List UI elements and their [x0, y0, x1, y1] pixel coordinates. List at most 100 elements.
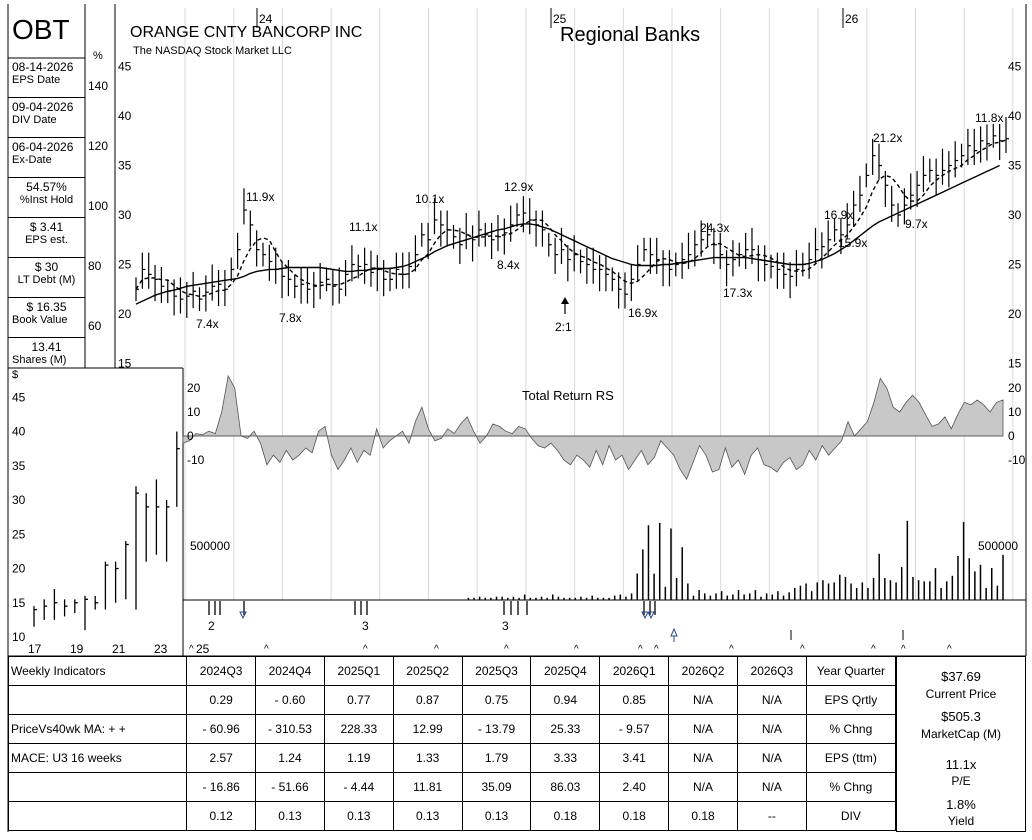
inset-axis-tick: 30	[12, 493, 26, 507]
table-cell: - 16.86	[186, 772, 257, 802]
pe-annotation: 11.9x	[246, 190, 274, 204]
table-cell: 1.33	[392, 743, 463, 773]
moving-average-long	[135, 164, 1000, 305]
marker-count: 2	[208, 619, 215, 633]
price-axis-tick-right: 20	[1008, 307, 1022, 321]
sidebar-label: DIV Date	[12, 114, 57, 126]
down-arrow-marker	[239, 611, 247, 620]
caret-marker: ^	[654, 644, 659, 655]
table-cell: - 310.53	[255, 714, 325, 744]
caret-marker: ^	[800, 644, 805, 655]
row-header: Year Quarter	[805, 656, 897, 686]
volume-label-left: 500000	[190, 539, 231, 553]
price-axis-tick-right: 15	[1008, 357, 1022, 371]
caret-marker: ^	[871, 644, 876, 655]
pe-annotation: 7.4x	[196, 317, 219, 331]
price-axis-tick-left: 40	[118, 109, 132, 123]
quarter-header: 2024Q3	[186, 656, 257, 686]
table-cell: N/A	[668, 772, 738, 802]
table-cell: 3.41	[599, 743, 670, 773]
pe-annotation: 17.3x	[723, 286, 752, 300]
pe-annotation: 10.1x	[415, 192, 444, 206]
table-cell: 12.99	[392, 714, 463, 744]
price-axis-tick-right: 45	[1008, 60, 1022, 74]
sidebar-label: EPS Date	[12, 74, 61, 86]
price-axis-tick-left: 25	[118, 258, 132, 272]
inset-axis-tick: 15	[12, 596, 26, 610]
table-row: PriceVs40wk MA: + + - 60.96 - 310.53 228…	[7, 714, 897, 744]
pe-annotation: 16.9x	[628, 306, 657, 320]
pe-annotation: 8.4x	[497, 258, 520, 272]
price-axis-tick-right: 40	[1008, 109, 1022, 123]
marker-count: 3	[362, 619, 369, 633]
table-cell: 25.33	[530, 714, 601, 744]
table-cell: 0.85	[599, 685, 670, 715]
price-summary-box: $37.69 Current Price $505.3 MarketCap (M…	[896, 656, 1026, 832]
industry-name: Regional Banks	[560, 24, 701, 46]
price-axis-tick-left: 35	[118, 159, 132, 173]
sidebar-inst-hold: 54.57% %Inst Hold	[8, 178, 85, 218]
sidebar-value: $ 16.35	[26, 300, 67, 314]
table-cell: N/A	[668, 714, 738, 744]
pe-value: 11.1x	[945, 757, 977, 772]
rs-axis-tick-left: -10	[187, 453, 205, 467]
pe-annotation: 7.8x	[279, 311, 302, 325]
price-axis-tick-left: 45	[118, 60, 132, 74]
rs-axis-tick-right: 10	[1008, 405, 1022, 419]
inset-year-label: 23	[154, 642, 168, 656]
percent-axis-tick: 80	[88, 259, 102, 273]
inset-axis-tick: 20	[12, 562, 26, 576]
caret-marker: ^	[264, 644, 269, 655]
fundamentals-area: Weekly Indicators 2024Q3 2024Q4 2025Q1 2…	[7, 656, 1026, 832]
sidebar-label: Shares (M)	[12, 354, 67, 366]
current-price-label: Current Price	[925, 687, 997, 701]
year-label: 26	[845, 12, 859, 26]
table-cell: 11.81	[392, 772, 463, 802]
table-cell: N/A	[736, 714, 807, 744]
rs-axis-tick-left: 10	[187, 405, 201, 419]
company-name: ORANGE CNTY BANCORP INC	[130, 24, 363, 41]
table-cell: 0.75	[461, 685, 532, 715]
sidebar-value: 08-14-2026	[12, 60, 74, 74]
table-row: MACE: U3 16 weeks 2.57 1.24 1.19 1.33 1.…	[7, 743, 897, 773]
split-arrow-head	[561, 297, 569, 304]
inset-axis-tick: 40	[12, 425, 26, 439]
caret-marker: ^	[947, 644, 952, 655]
row-header: EPS Qrtly	[805, 685, 897, 715]
table-cell: N/A	[668, 685, 738, 715]
table-cell: 0.12	[186, 801, 257, 831]
table-cell: N/A	[736, 772, 807, 802]
table-cell: --	[736, 801, 807, 831]
table-cell: - 4.44	[323, 772, 394, 802]
table-cell: - 51.66	[255, 772, 325, 802]
table-cell: - 9.57	[599, 714, 670, 744]
sidebar-value: 09-04-2026	[12, 100, 74, 114]
inset-axis-tick: 35	[12, 459, 26, 473]
pe-annotation: 15.9x	[838, 236, 867, 250]
sidebar-book-value: $ 16.35 Book Value	[8, 298, 85, 338]
percent-axis-tick: 140	[88, 79, 108, 93]
sidebar-lt-debt: $ 30 LT Debt (M)	[8, 258, 85, 298]
rs-axis-tick-right: 20	[1008, 381, 1022, 395]
table-cell: N/A	[668, 743, 738, 773]
quarter-header: 2024Q4	[255, 656, 325, 686]
down-arrow-marker	[641, 611, 649, 620]
moving-average-short	[135, 139, 1007, 298]
table-cell: 1.79	[461, 743, 532, 773]
price-axis-tick-right: 35	[1008, 159, 1022, 173]
percent-axis-unit: %	[93, 50, 103, 62]
table-cell: 0.13	[255, 801, 325, 831]
table-cell: 3.33	[530, 743, 601, 773]
split-label: 2:1	[555, 320, 572, 334]
inset-year-label: 25	[196, 642, 210, 656]
table-cell: 0.13	[323, 801, 394, 831]
pe-annotation: 16.9x	[824, 208, 853, 222]
yield-value: 1.8%	[946, 797, 976, 812]
sidebar-eps-date: 08-14-2026 EPS Date	[8, 58, 85, 98]
table-row: 0.12 0.13 0.13 0.13 0.13 0.18 0.18 0.18 …	[7, 801, 897, 831]
marketcap-label: MarketCap (M)	[920, 727, 1001, 741]
row-header: % Chng	[805, 772, 897, 802]
sidebar-ex-date: 06-04-2026 Ex-Date	[8, 138, 85, 178]
